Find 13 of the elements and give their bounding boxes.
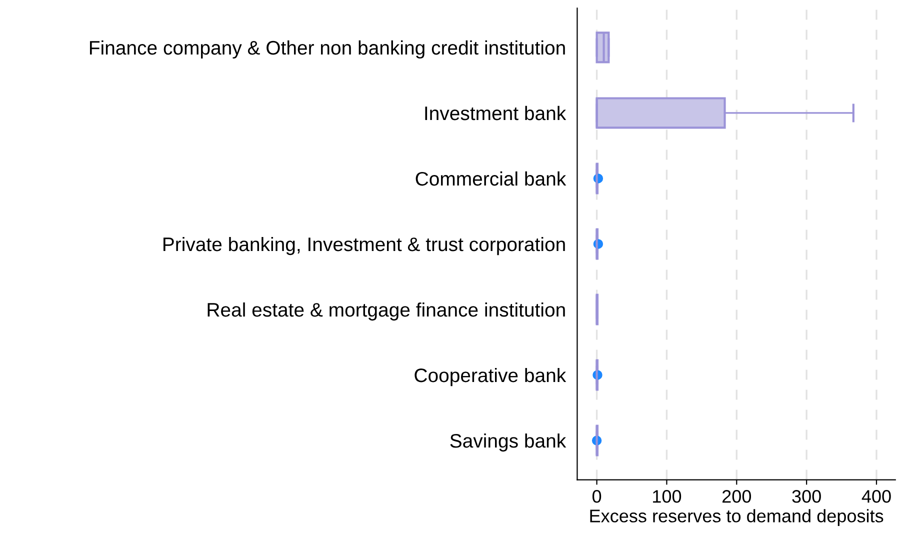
y-tick-label: Savings bank (450, 433, 566, 452)
y-tick-label: Private banking, Investment & trust corporation (164, 236, 565, 256)
x-axis-title: Excess reserves to demand deposits (590, 509, 884, 526)
y-tick-label: Real estate & mortgage finance institution (208, 302, 565, 321)
y-tick-label: Commercial bank (416, 171, 566, 186)
x-tick-label: 400 (862, 490, 891, 503)
x-tick-label: 300 (792, 490, 821, 503)
y-tick-label: Investment bank (425, 106, 566, 120)
y-tick-label: Finance company & Other non banking credit institution (90, 40, 565, 59)
x-tick-label: 200 (722, 490, 751, 503)
y-tick-label: Cooperative bank (414, 368, 566, 386)
x-tick-label: 0 (592, 490, 602, 503)
x-tick-label: 100 (653, 490, 682, 503)
